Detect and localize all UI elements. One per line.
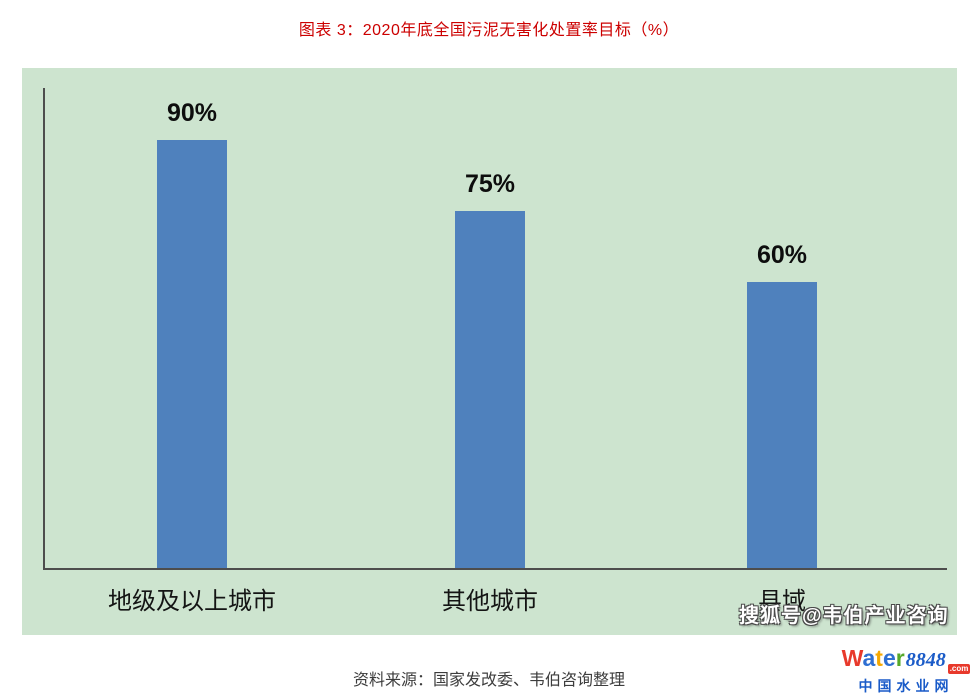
water8848-logo: Water 8848 .com 中国水业网	[841, 646, 971, 696]
chart-plot-area: 90% 地级及以上城市 75% 其他城市 60% 县域	[22, 68, 957, 635]
bar-value-label: 75%	[464, 170, 516, 198]
x-axis-line	[43, 568, 947, 570]
bar-value-label: 90%	[166, 99, 218, 127]
bar-category-label: 地级及以上城市	[108, 588, 276, 615]
bar	[455, 211, 525, 568]
logo-tld-badge: .com	[947, 664, 971, 674]
bar	[747, 282, 817, 568]
watermark: 搜狐号@韦伯产业咨询	[739, 605, 949, 627]
source-note: 资料来源：国家发改委、韦伯咨询整理	[352, 672, 625, 689]
logo-word: Water	[842, 646, 905, 674]
chart-title: 图表 3：2020年底全国污泥无害化处置率目标（%）	[298, 22, 680, 39]
logo-letter: r	[895, 645, 905, 671]
logo-wordmark: Water 8848 .com	[841, 646, 971, 674]
bar-value-label: 60%	[756, 241, 808, 269]
bar-category-label: 其他城市	[442, 588, 538, 615]
logo-letter: e	[882, 645, 896, 671]
bar-category-label: 县域	[758, 588, 806, 615]
logo-letter: a	[862, 645, 876, 671]
bar	[157, 140, 227, 568]
logo-subtitle: 中国水业网	[858, 678, 954, 694]
logo-number: 8848	[905, 649, 946, 671]
y-axis-line	[43, 88, 45, 570]
logo-letter: t	[875, 645, 883, 671]
logo-letter: W	[841, 645, 863, 671]
